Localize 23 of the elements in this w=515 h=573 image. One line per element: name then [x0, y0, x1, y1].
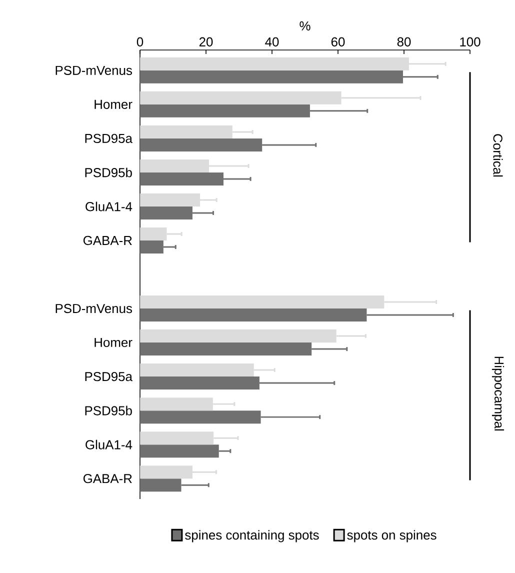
y-tick-label: Homer	[94, 338, 132, 348]
y-tick-label: GluA1-4	[86, 202, 132, 212]
x-tick-label: 100	[460, 37, 480, 46]
y-tick-label: PSD95a	[85, 372, 132, 382]
y-tick-label: GluA1-4	[86, 440, 132, 450]
text: Hippocampal	[492, 356, 504, 430]
x-tick-label: 60	[331, 37, 345, 46]
legend-label: spines containing spots	[185, 530, 319, 542]
x-tick-label: 20	[199, 37, 213, 46]
text: Cortical	[493, 134, 503, 177]
y-tick-label: PSD95b	[85, 406, 132, 416]
x-axis-title: %	[300, 21, 310, 30]
y-tick-label: Homer	[94, 100, 132, 109]
x-tick-label: 0	[136, 37, 144, 46]
y-tick-label: PSD-mVenus	[56, 66, 132, 75]
x-tick-label: 80	[397, 37, 411, 46]
y-tick-label: PSD95a	[85, 134, 132, 144]
x-tick-label: 40	[265, 37, 279, 46]
y-tick-label: GABA-R	[83, 474, 132, 484]
legend-label: spots on spines	[347, 530, 436, 542]
y-tick-label: PSD95b	[85, 168, 132, 178]
y-tick-label: GABA-R	[83, 236, 132, 246]
y-tick-label: PSD-mVenus	[56, 304, 132, 314]
